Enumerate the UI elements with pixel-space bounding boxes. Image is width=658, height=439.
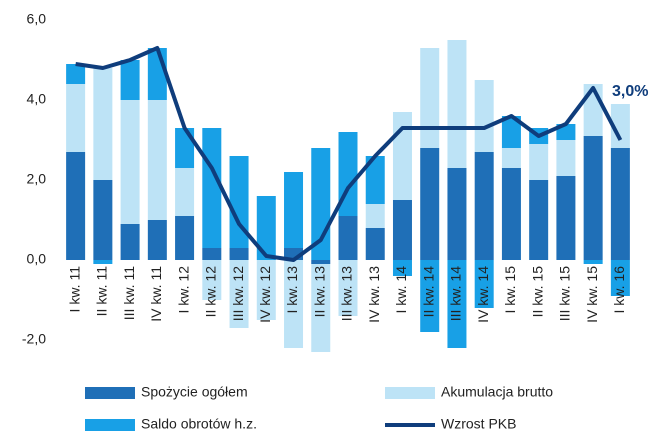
bar <box>583 136 603 260</box>
bar <box>610 260 630 296</box>
bar <box>256 260 276 320</box>
bar <box>474 152 494 260</box>
legend-swatch <box>385 387 435 399</box>
x-tick-label: III kw. 15 <box>557 266 573 321</box>
x-tick-label: II kw. 11 <box>94 266 110 317</box>
x-tick-label: I kw. 12 <box>175 266 191 314</box>
y-tick-label: 2,0 <box>27 171 47 187</box>
x-tick-label: III kw. 14 <box>448 266 464 321</box>
x-tick-label: IV kw. 11 <box>148 266 164 322</box>
bar <box>311 260 331 264</box>
bar <box>120 100 140 224</box>
legend-swatch <box>85 387 135 399</box>
annotation: 3,0% <box>612 83 648 100</box>
y-tick-label: 6,0 <box>27 11 47 27</box>
bar <box>501 168 521 260</box>
x-tick-label: IV kw. 14 <box>475 266 491 323</box>
bar <box>202 128 222 248</box>
bar <box>365 204 385 228</box>
bar <box>529 180 549 260</box>
bar <box>501 116 521 148</box>
bar <box>93 260 113 264</box>
bar <box>420 48 440 148</box>
bar <box>175 128 195 168</box>
legend-label: Spożycie ogółem <box>141 384 248 400</box>
y-tick-label: 0,0 <box>27 251 47 267</box>
x-tick-label: IV kw. 13 <box>366 266 382 323</box>
legend-label: Wzrost PKB <box>441 416 516 432</box>
bar <box>610 148 630 260</box>
y-tick-label: 4,0 <box>27 91 47 107</box>
x-tick-label: II kw. 15 <box>529 266 545 318</box>
x-tick-label: I kw. 13 <box>284 266 300 314</box>
bar <box>284 172 304 248</box>
bar <box>202 248 222 260</box>
bar <box>556 140 576 176</box>
bar <box>447 260 467 348</box>
bar <box>66 152 86 260</box>
y-tick-label: -2,0 <box>22 331 46 347</box>
legend-swatch <box>85 419 135 431</box>
bar <box>175 168 195 216</box>
bar <box>66 64 86 84</box>
legend-label: Saldo obrotów h.z. <box>141 416 257 432</box>
bar <box>202 260 222 300</box>
x-tick-label: I kw. 16 <box>611 266 627 314</box>
bar <box>447 40 467 168</box>
x-tick-label: III kw. 13 <box>339 266 355 321</box>
bar <box>365 228 385 260</box>
x-tick-label: IV kw. 15 <box>584 266 600 323</box>
bar <box>338 216 358 260</box>
legend-label: Akumulacja brutto <box>441 384 553 400</box>
bar <box>147 48 167 100</box>
bar <box>474 80 494 152</box>
bar <box>284 260 304 348</box>
line <box>75 46 623 262</box>
bar <box>392 260 412 276</box>
x-tick-label: III kw. 12 <box>230 266 246 321</box>
bar <box>392 200 412 260</box>
bar <box>147 220 167 260</box>
bar <box>529 144 549 180</box>
bar <box>583 260 603 264</box>
bar <box>229 248 249 260</box>
bar <box>93 180 113 260</box>
x-tick-label: II kw. 14 <box>420 266 436 318</box>
bar <box>175 216 195 260</box>
bar <box>556 176 576 260</box>
bar <box>120 224 140 260</box>
bar <box>392 112 412 200</box>
x-tick-label: III kw. 11 <box>121 266 137 320</box>
bar <box>229 156 249 248</box>
bar <box>474 260 494 308</box>
bar <box>93 68 113 180</box>
bar <box>338 260 358 316</box>
legend-swatch <box>385 423 435 427</box>
x-tick-label: I kw. 15 <box>502 266 518 314</box>
bar <box>256 196 276 260</box>
x-tick-label: I kw. 11 <box>66 266 82 313</box>
bar <box>229 260 249 328</box>
x-tick-label: I kw. 14 <box>393 266 409 314</box>
x-tick-label: II kw. 13 <box>311 266 327 318</box>
bar <box>365 156 385 204</box>
bar <box>120 60 140 100</box>
bar <box>66 84 86 152</box>
bar <box>420 260 440 332</box>
bar <box>610 104 630 148</box>
bar <box>501 148 521 168</box>
bar <box>147 100 167 220</box>
bar <box>420 148 440 260</box>
x-tick-label: II kw. 12 <box>203 266 219 318</box>
x-tick-label: IV kw. 12 <box>257 266 273 323</box>
bar <box>311 264 331 352</box>
bar <box>447 168 467 260</box>
